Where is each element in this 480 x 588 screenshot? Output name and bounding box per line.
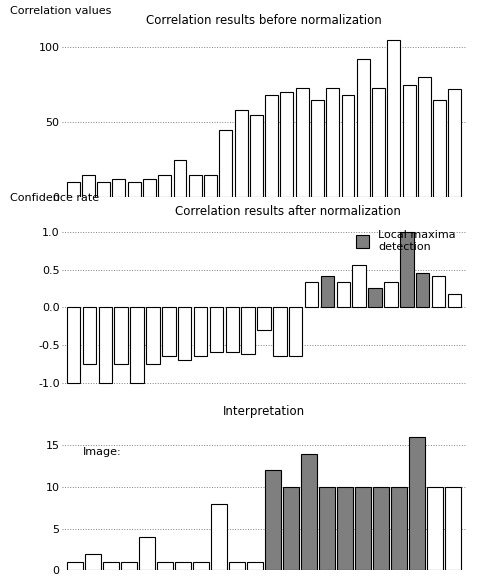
Bar: [391, 487, 407, 570]
Bar: [321, 276, 334, 308]
Bar: [204, 175, 217, 197]
Bar: [112, 179, 125, 197]
Bar: [445, 487, 461, 570]
Bar: [173, 159, 187, 197]
Bar: [162, 308, 176, 356]
Bar: [311, 100, 324, 197]
Bar: [387, 40, 400, 197]
Bar: [235, 110, 248, 197]
Bar: [409, 437, 425, 570]
Bar: [265, 470, 281, 570]
Bar: [241, 308, 255, 354]
Bar: [210, 308, 223, 352]
Bar: [146, 308, 160, 364]
Text: Confidence rate: Confidence rate: [10, 193, 99, 203]
Bar: [189, 175, 202, 197]
Bar: [247, 562, 263, 570]
Bar: [368, 288, 382, 308]
Bar: [158, 175, 171, 197]
Bar: [219, 129, 232, 197]
Bar: [373, 487, 389, 570]
Bar: [319, 487, 335, 570]
Bar: [352, 265, 366, 308]
Bar: [305, 282, 318, 308]
Bar: [355, 487, 371, 570]
Bar: [448, 293, 461, 308]
Bar: [178, 308, 192, 360]
Bar: [128, 182, 141, 197]
Bar: [341, 95, 355, 197]
Bar: [103, 562, 119, 570]
Text: Correlation values: Correlation values: [10, 6, 111, 16]
Bar: [418, 77, 431, 197]
Bar: [194, 308, 207, 356]
Bar: [226, 308, 239, 352]
Bar: [337, 487, 353, 570]
Bar: [130, 308, 144, 383]
Bar: [83, 308, 96, 364]
Bar: [280, 92, 293, 197]
Bar: [82, 175, 95, 197]
Bar: [175, 562, 191, 570]
Bar: [67, 308, 80, 383]
Bar: [98, 308, 112, 383]
Title: Interpretation: Interpretation: [223, 405, 305, 418]
Bar: [273, 308, 287, 356]
Bar: [157, 562, 173, 570]
Bar: [336, 282, 350, 308]
Bar: [384, 282, 398, 308]
Bar: [211, 504, 227, 570]
Title: Correlation results before normalization: Correlation results before normalization: [146, 14, 382, 27]
Bar: [301, 454, 317, 570]
Bar: [97, 182, 110, 197]
Text: Image:: Image:: [83, 447, 121, 457]
Bar: [121, 562, 137, 570]
Bar: [372, 88, 385, 197]
Bar: [257, 308, 271, 330]
Bar: [416, 273, 430, 308]
Bar: [403, 85, 416, 197]
Bar: [67, 182, 80, 197]
Bar: [357, 59, 370, 197]
Bar: [427, 487, 443, 570]
Bar: [265, 95, 278, 197]
Bar: [139, 537, 155, 570]
Bar: [114, 308, 128, 364]
Bar: [289, 308, 302, 356]
Bar: [433, 100, 446, 197]
Bar: [448, 89, 461, 197]
Bar: [143, 179, 156, 197]
Bar: [250, 115, 263, 197]
Bar: [326, 88, 339, 197]
Bar: [432, 276, 445, 308]
Title: Correlation results after normalization: Correlation results after normalization: [175, 205, 401, 218]
Bar: [229, 562, 245, 570]
Bar: [400, 232, 414, 308]
Bar: [85, 554, 101, 570]
Bar: [193, 562, 209, 570]
Legend: Local maxima
detection: Local maxima detection: [351, 226, 460, 256]
Bar: [296, 88, 309, 197]
Bar: [67, 562, 83, 570]
Bar: [283, 487, 299, 570]
